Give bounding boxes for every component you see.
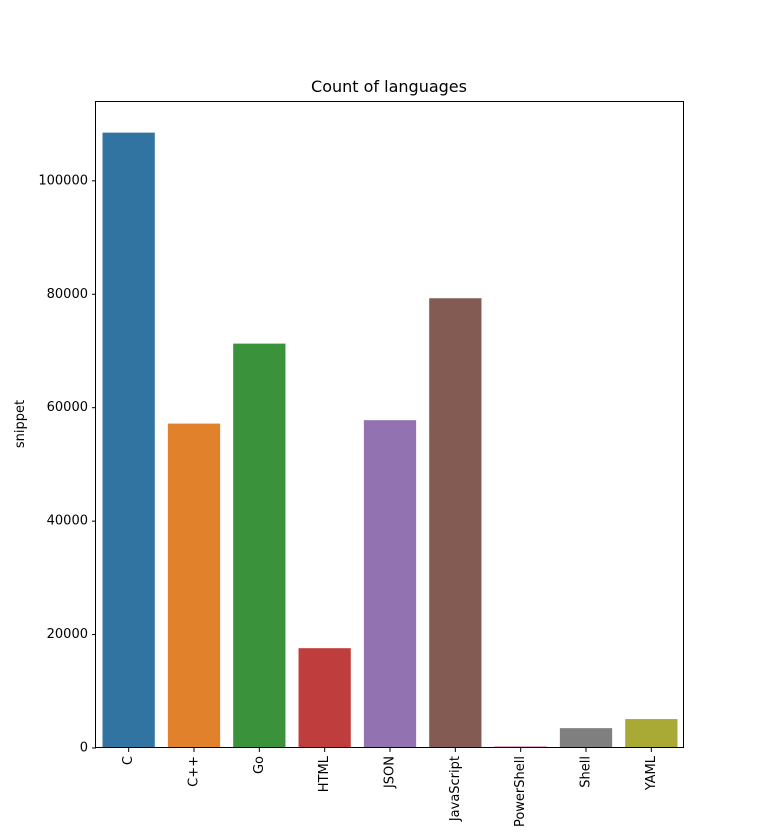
chart-title: Count of languages <box>311 77 467 96</box>
bar-c- <box>167 423 221 748</box>
y-axis: 0 20000 40000 60000 80000 100000 <box>38 173 96 756</box>
bar-go <box>233 343 286 748</box>
bars-group <box>102 132 678 748</box>
x-tick-label: Go <box>252 756 267 774</box>
bar-yaml <box>625 719 678 748</box>
plot-frame <box>95 101 684 748</box>
bar-javascript <box>429 298 482 748</box>
x-tick-label: C++ <box>187 756 202 787</box>
x-tick-label: YAML <box>644 755 659 791</box>
y-tick-label: 60000 <box>47 400 88 415</box>
y-tick-label: 20000 <box>47 627 88 642</box>
y-tick-label: 100000 <box>38 173 88 188</box>
y-tick-label: 40000 <box>47 514 88 529</box>
bar-json <box>363 420 417 748</box>
x-tick-label: Shell <box>579 756 594 788</box>
bar-html <box>298 648 351 748</box>
x-axis: C C++ Go HTML JSON JavaScript PowerShell Shell Y… <box>121 748 659 827</box>
bar-c <box>102 132 155 748</box>
x-tick-label: JSON <box>383 756 398 789</box>
x-tick-label: C <box>121 756 136 765</box>
y-tick-label: 0 <box>80 741 88 756</box>
x-tick-label: JavaScript <box>448 756 463 822</box>
x-tick-label: HTML <box>317 755 332 792</box>
bar-shell <box>559 728 613 748</box>
y-tick-label: 80000 <box>47 287 88 302</box>
y-axis-label: snippet <box>13 400 28 448</box>
x-tick-label: PowerShell <box>513 756 528 827</box>
